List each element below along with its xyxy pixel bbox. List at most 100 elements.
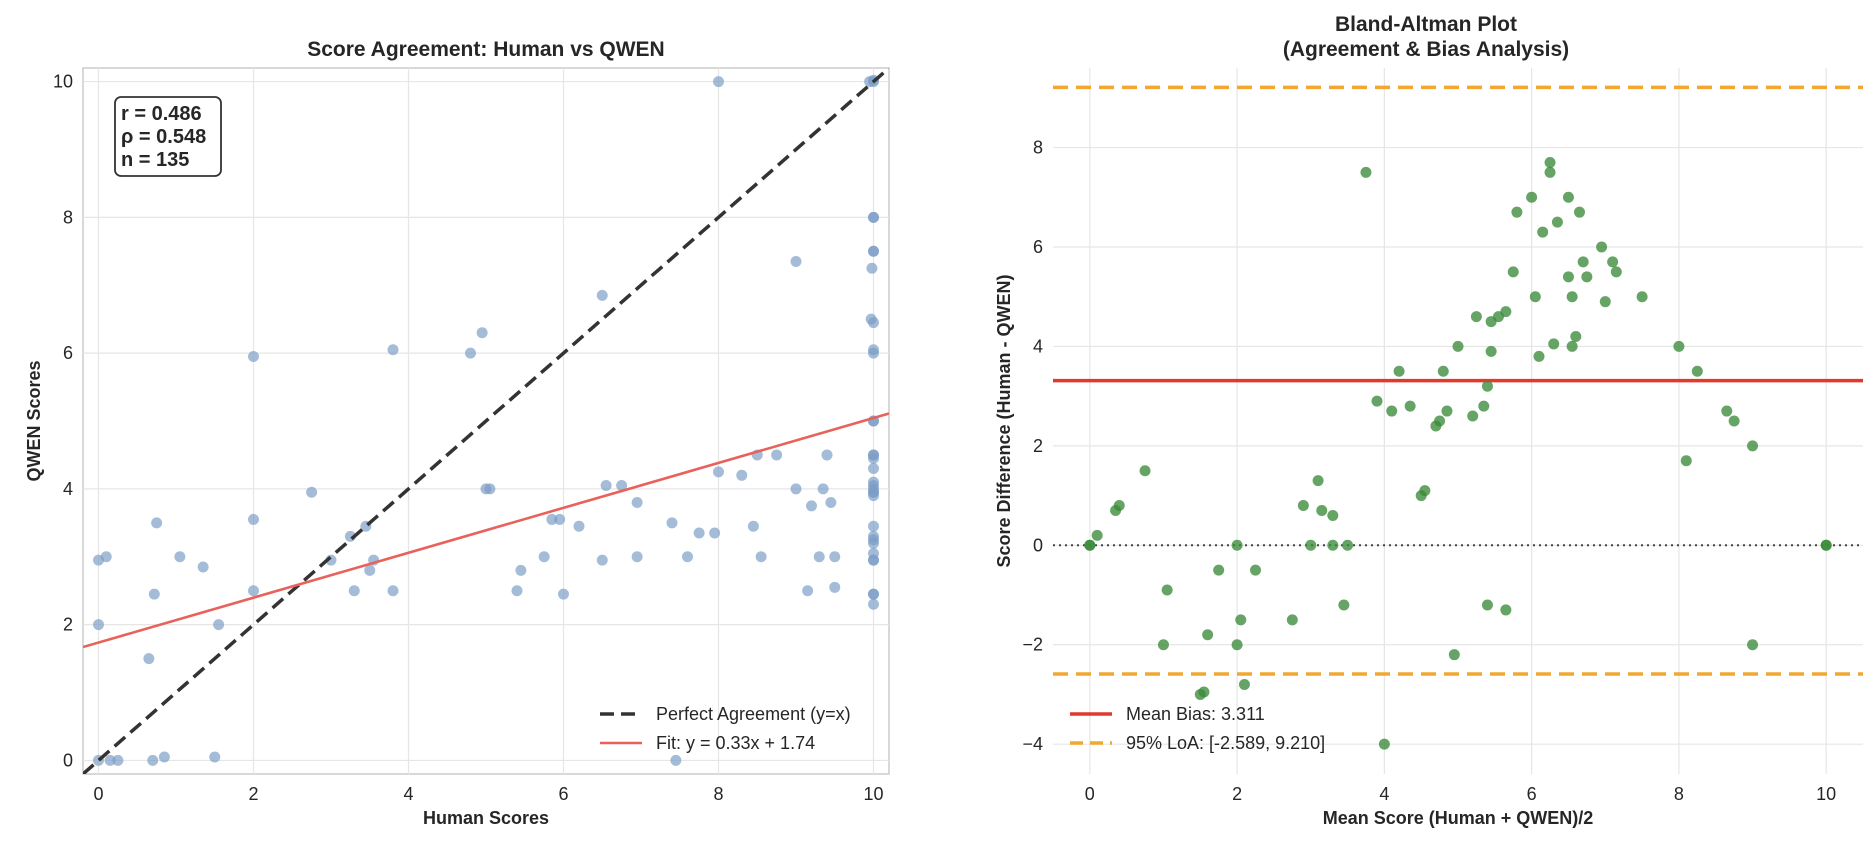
right-data-point [1691,365,1703,377]
right-data-point [1500,604,1512,616]
right-data-point [1610,266,1622,278]
right-data-point [1470,311,1482,323]
right-y-tick-label: 2 [1033,436,1043,456]
right-data-point [1198,686,1210,698]
left-x-tick-label: 0 [93,784,103,804]
left-data-point [158,751,170,763]
right-data-point [1728,415,1740,427]
left-data-point [670,754,682,766]
left-data-point [868,598,879,610]
right-x-tick-label: 6 [1527,784,1537,804]
left-data-point [515,564,527,576]
right-x-tick-label: 0 [1085,784,1095,804]
right-data-point [1084,539,1096,551]
left-data-point [790,483,802,495]
right-data-point [1507,266,1519,278]
right-data-point [1338,599,1350,611]
left-data-point [364,564,376,576]
left-data-point [147,754,159,766]
right-panel: Bland-Altman Plot (Agreement & Bias Anal… [994,13,1863,828]
right-data-point [1500,306,1512,318]
left-x-tick-label: 8 [713,784,723,804]
right-data-point [1157,639,1169,651]
right-data-point [1434,415,1446,427]
right-y-ticks: −4 −2 0 2 4 6 8 [1022,138,1043,755]
left-data-point [465,347,476,359]
right-data-point [1562,271,1574,283]
right-x-tick-label: 10 [1816,784,1836,804]
left-data-point [148,588,160,600]
right-y-tick-label: −4 [1022,734,1043,754]
left-data-point [713,76,724,88]
left-data-point [174,551,186,563]
right-data-point [1448,649,1460,661]
left-data-point [112,754,124,766]
left-x-axis-label: Human Scores [423,808,549,828]
identity-line [83,68,889,774]
legend-bias-label: Mean Bias: 3.311 [1126,704,1265,724]
right-points [1084,156,1832,750]
left-data-point [484,483,496,495]
right-data-point [1566,291,1578,303]
left-data-point [802,585,814,597]
left-data-point [511,585,523,597]
stats-box: r = 0.486 ρ = 0.548 n = 135 [114,96,222,177]
left-data-point [248,513,259,525]
left-data-point [93,619,104,631]
left-data-point [596,554,608,566]
left-chart-title: Score Agreement: Human vs QWEN [307,38,664,61]
right-data-point [1441,405,1453,417]
left-data-point [151,517,163,529]
left-data-point [713,466,724,478]
left-data-point [348,585,360,597]
left-data-point [868,317,879,329]
right-data-point [1286,614,1298,626]
right-data-point [1537,226,1549,238]
legend-identity-label: Perfect Agreement (y=x) [656,704,851,724]
left-y-tick-label: 0 [63,750,73,770]
right-data-point [1437,365,1449,377]
right-data-point [1386,405,1398,417]
left-data-point [616,479,628,491]
legend-loa-label: 95% LoA: [-2.589, 9.210] [1126,733,1325,753]
right-data-point [1452,340,1464,352]
left-points [93,74,879,766]
right-chart-subtitle: (Agreement & Bias Analysis) [1283,38,1569,61]
right-data-point [1511,206,1523,218]
right-data-point [1161,584,1173,596]
left-y-axis-label: QWEN Scores [24,360,44,481]
right-data-point [1596,241,1608,253]
left-data-point [868,476,879,488]
right-data-point [1607,256,1619,268]
right-data-point [1342,539,1354,551]
left-data-point [600,479,612,491]
left-x-tick-label: 10 [863,784,883,804]
right-data-point [1091,529,1103,541]
right-data-point [1570,330,1582,342]
stats-n: n = 135 [121,149,189,171]
right-data-point [1297,500,1309,512]
left-data-point [806,500,817,512]
stats-box-frame [114,96,222,177]
left-data-point [197,561,209,573]
right-data-point [1680,455,1692,467]
right-data-point [1113,500,1125,512]
right-x-tick-label: 8 [1674,784,1684,804]
left-data-point [829,551,841,563]
right-grid [1053,68,1863,774]
right-data-point [1481,380,1493,392]
left-data-point [306,486,318,498]
left-x-tick-label: 2 [248,784,258,804]
left-data-point [104,754,116,766]
right-data-point [1231,639,1243,651]
right-data-point [1393,365,1405,377]
right-data-point [1548,338,1560,350]
fit-line [83,412,889,649]
left-data-point [709,527,721,539]
right-plot-area [1053,68,1863,774]
left-data-point [866,262,878,274]
right-data-point [1544,156,1556,168]
right-x-tick-label: 4 [1379,784,1389,804]
right-data-point [1327,509,1339,521]
